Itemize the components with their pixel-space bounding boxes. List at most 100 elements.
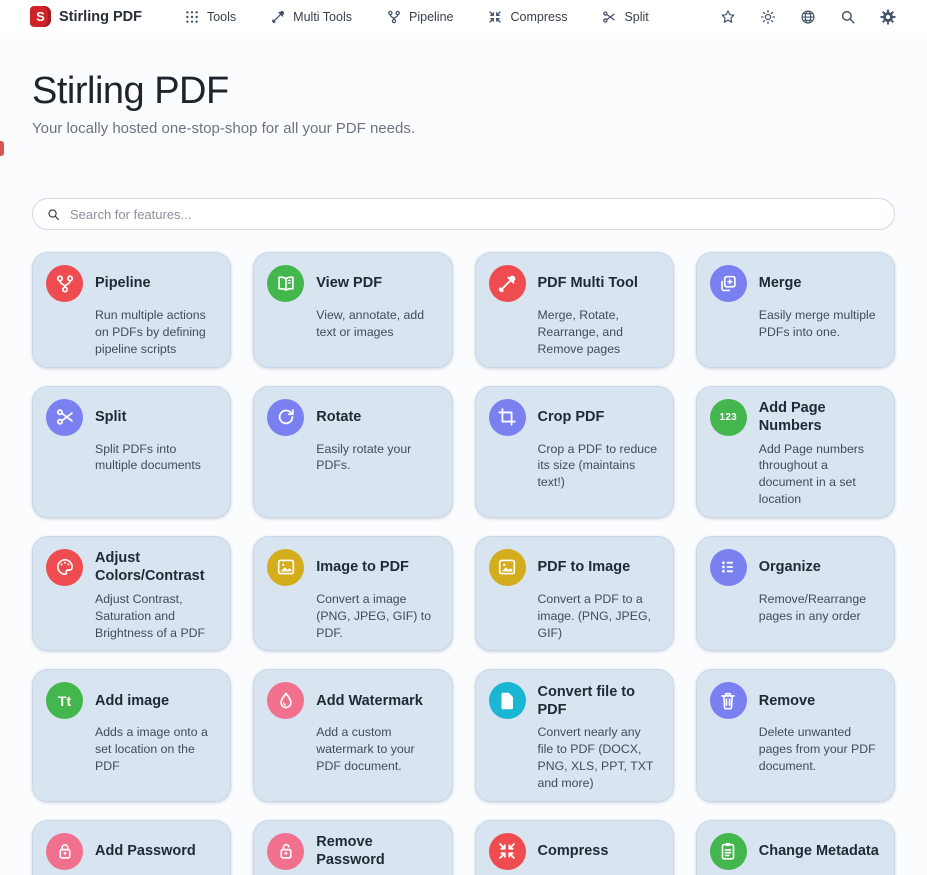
trash-icon [709, 682, 747, 720]
card-description: Convert a PDF to a image. (PNG, JPEG, GI… [537, 591, 651, 640]
left-edge-marker [0, 141, 4, 156]
grid-icon [184, 9, 200, 25]
card-description: Add Page numbers throughout a document i… [758, 441, 865, 507]
card-description: Convert a image (PNG, JPEG, GIF) to PDF. [316, 591, 432, 640]
card-description: Easily rotate your PDFs. [316, 441, 412, 473]
card-description: Merge, Rotate, Rearrange, and Remove pag… [537, 308, 623, 356]
tool-card-pipeline[interactable]: Pipeline Run multiple actions on PDFs by… [32, 252, 232, 368]
top-navbar: S Stirling PDF Tools Multi Tools Pipelin… [0, 0, 927, 33]
card-description: Convert nearly any file to PDF (DOCX, PN… [537, 725, 654, 790]
file-icon [488, 682, 526, 720]
language-globe-icon[interactable] [799, 8, 817, 26]
card-description: Adjust Contrast, Saturation and Brightne… [95, 591, 206, 640]
nav-item-tools[interactable]: Tools [184, 9, 236, 25]
tool-card-add-watermark[interactable]: Add Watermark Add a custom watermark to … [253, 669, 453, 802]
tool-card-split[interactable]: Split Split PDFs into multiple documents [32, 385, 232, 518]
search-input[interactable] [70, 206, 881, 222]
pipeline-icon [46, 265, 83, 302]
compress-icon [487, 9, 503, 25]
card-description: Add a custom watermark to your PDF docum… [316, 725, 415, 774]
palette-icon [46, 548, 83, 586]
page-title: Stirling PDF [32, 70, 229, 112]
tool-card-organize[interactable]: Organize Remove/Rearrange pages in any o… [695, 535, 895, 652]
tool-cards-grid: Pipeline Run multiple actions on PDFs by… [32, 252, 895, 875]
unlock-icon [267, 832, 305, 870]
brand-home-link[interactable]: S Stirling PDF [30, 6, 142, 27]
card-title: Rotate [316, 408, 362, 425]
tool-card-view-pdf[interactable]: View PDF View, annotate, add text or ima… [253, 252, 453, 368]
card-description: Run multiple actions on PDFs by defining… [95, 308, 206, 356]
book-open-icon [267, 265, 305, 302]
tool-card-remove-password[interactable]: Remove Password Remove password protecti… [253, 819, 453, 875]
tools-icon [270, 9, 286, 25]
card-title: View PDF [316, 275, 383, 292]
main-content: Stirling PDF Your locally hosted one-sto… [0, 70, 927, 875]
theme-sun-icon[interactable] [759, 8, 777, 26]
card-description: Delete unwanted pages from your PDF docu… [758, 725, 876, 774]
card-title: Convert file to PDF [537, 683, 635, 718]
nav-item-pipeline[interactable]: Pipeline [386, 9, 453, 25]
tool-card-rotate[interactable]: Rotate Easily rotate your PDFs. [253, 385, 453, 518]
navbar-right-icons [719, 8, 897, 26]
droplet-icon [267, 682, 305, 720]
card-title: Change Metadata [758, 843, 879, 860]
nav-item-label: Compress [510, 9, 568, 24]
crop-icon [488, 398, 526, 436]
tool-card-add-image[interactable]: Tt Add image Adds a image onto a set loc… [32, 669, 232, 802]
nav-item-label: Split [624, 9, 649, 24]
tool-card-image-to-pdf[interactable]: Image to PDF Convert a image (PNG, JPEG,… [253, 535, 453, 652]
text-Tt-icon: Tt [46, 682, 83, 720]
card-description: Adds a image onto a set location on the … [95, 725, 208, 774]
tool-card-adjust-colors[interactable]: Adjust Colors/Contrast Adjust Contrast, … [32, 535, 232, 652]
image-icon [488, 548, 526, 586]
lock-icon [46, 832, 83, 870]
card-title: Pipeline [95, 275, 151, 292]
list-icon [709, 548, 747, 586]
card-title: Add Password [95, 843, 196, 860]
tool-card-merge[interactable]: Merge Easily merge multiple PDFs into on… [695, 252, 895, 368]
nav-item-label: Tools [206, 9, 237, 24]
card-title: Add image [95, 692, 170, 709]
nav-item-multi-tools[interactable]: Multi Tools [270, 9, 352, 25]
card-title: Image to PDF [316, 559, 409, 576]
tool-card-remove[interactable]: Remove Delete unwanted pages from your P… [695, 669, 895, 802]
tool-card-crop-pdf[interactable]: Crop PDF Crop a PDF to reduce its size (… [474, 385, 674, 518]
nav-item-compress[interactable]: Compress [487, 9, 567, 25]
merge-icon [709, 265, 747, 302]
nav-item-label: Multi Tools [293, 9, 352, 24]
card-title: Remove Password [316, 834, 385, 869]
tool-card-add-page-numbers[interactable]: 123 Add Page Numbers Add Page numbers th… [695, 385, 895, 518]
card-title: Compress [537, 843, 609, 860]
card-description: View, annotate, add text or images [316, 308, 425, 339]
stirling-logo-icon: S [30, 6, 51, 27]
favourites-star-icon[interactable] [719, 8, 737, 26]
tool-card-convert-file-to-pdf[interactable]: Convert file to PDF Convert nearly any f… [474, 669, 674, 802]
card-title: Add Watermark [316, 692, 423, 709]
settings-gear-icon[interactable] [879, 8, 897, 26]
card-title: PDF to Image [537, 559, 631, 576]
tools-icon [488, 265, 526, 302]
card-title: Split [95, 408, 127, 425]
tool-card-pdf-multi-tool[interactable]: PDF Multi Tool Merge, Rotate, Rearrange,… [474, 252, 674, 368]
tool-card-pdf-to-image[interactable]: PDF to Image Convert a PDF to a image. (… [474, 535, 674, 652]
card-title: Merge [758, 275, 802, 292]
card-description: Crop a PDF to reduce its size (maintains… [537, 441, 658, 490]
nav-item-split[interactable]: Split [601, 9, 649, 25]
card-title: Adjust Colors/Contrast [95, 550, 205, 585]
tool-card-change-metadata[interactable]: Change Metadata Change/Remove/Add metada… [695, 819, 895, 875]
tool-card-add-password[interactable]: Add Password Encrypt your PDF document w… [32, 819, 232, 875]
page-subtitle: Your locally hosted one-stop-shop for al… [32, 120, 415, 137]
card-title: PDF Multi Tool [537, 275, 638, 292]
card-title: Remove [758, 692, 816, 709]
brand-name: Stirling PDF [59, 8, 142, 25]
rotate-icon [267, 398, 305, 436]
card-description: Split PDFs into multiple documents [95, 441, 201, 473]
nav-item-label: Pipeline [409, 9, 454, 24]
card-description: Remove/Rearrange pages in any order [758, 591, 867, 623]
search-icon[interactable] [839, 8, 857, 26]
feature-search-bar [32, 198, 895, 230]
image-icon [267, 548, 305, 586]
compress-icon [488, 832, 526, 870]
tool-card-compress[interactable]: Compress Compress PDFs to reduce their f… [474, 819, 674, 875]
scissors-icon [46, 398, 83, 436]
